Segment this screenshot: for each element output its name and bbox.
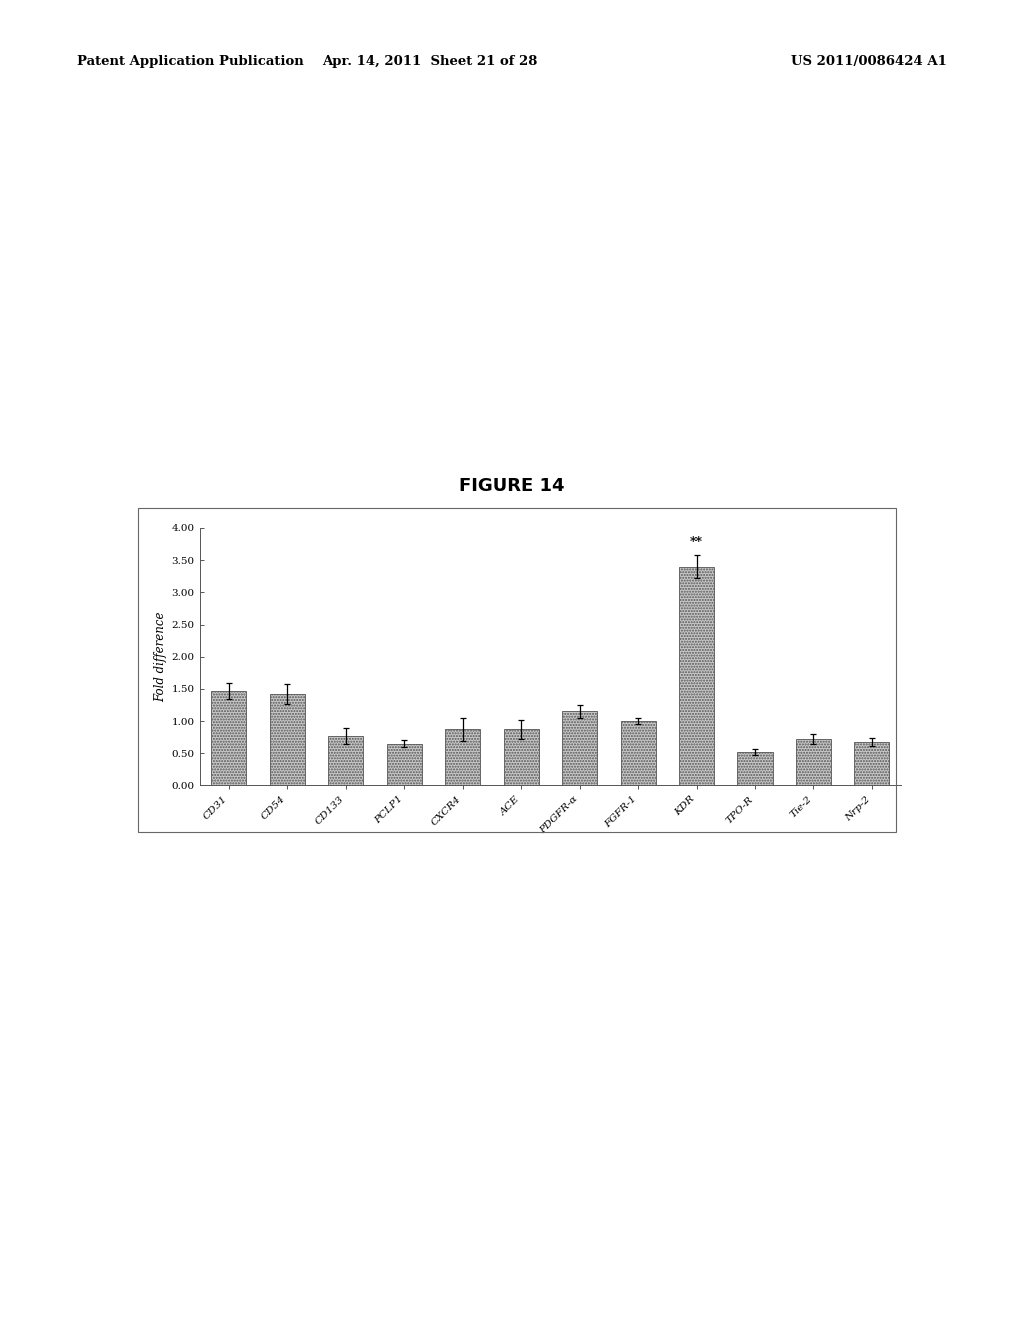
Bar — [562, 711, 597, 785]
Bar — [504, 730, 539, 785]
Y-axis label: Fold difference: Fold difference — [155, 611, 168, 702]
Bar — [679, 566, 714, 785]
Bar — [854, 742, 890, 785]
Text: **: ** — [690, 536, 703, 549]
Bar — [387, 743, 422, 785]
Bar — [621, 721, 655, 785]
Bar — [737, 752, 772, 785]
Bar — [796, 739, 830, 785]
Bar — [329, 735, 364, 785]
Bar — [445, 730, 480, 785]
Bar — [270, 694, 305, 785]
Text: US 2011/0086424 A1: US 2011/0086424 A1 — [792, 55, 947, 69]
Text: Patent Application Publication: Patent Application Publication — [77, 55, 303, 69]
Text: FIGURE 14: FIGURE 14 — [459, 477, 565, 495]
Bar — [211, 690, 247, 785]
Text: Apr. 14, 2011  Sheet 21 of 28: Apr. 14, 2011 Sheet 21 of 28 — [323, 55, 538, 69]
